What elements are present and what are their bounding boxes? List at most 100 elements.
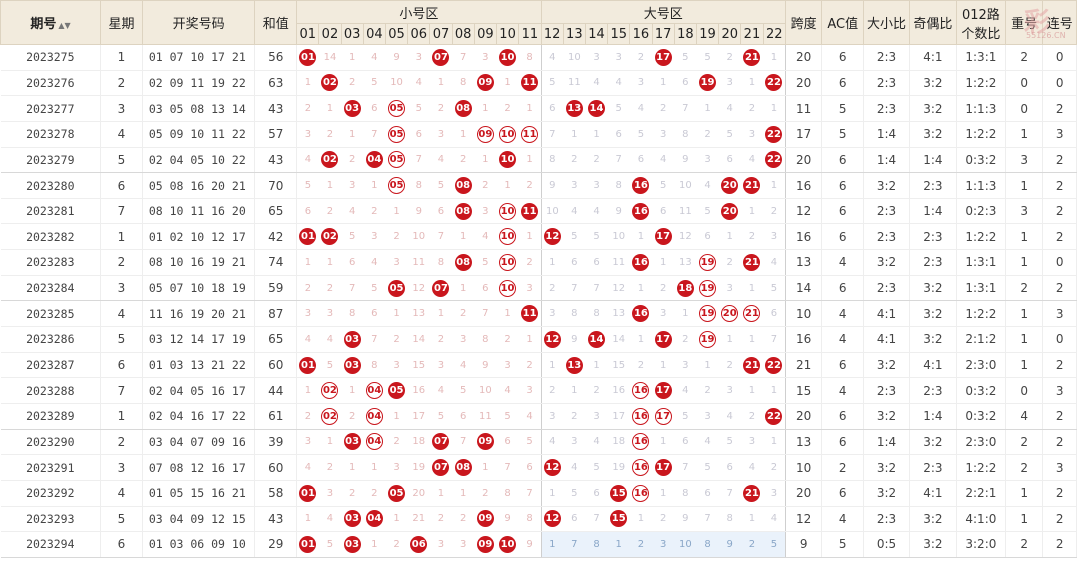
mod3-ratio-cell: 1:2:2 bbox=[956, 300, 1006, 328]
col-header-num-01: 01 bbox=[296, 23, 320, 45]
number-cell-hit: 09 bbox=[474, 121, 497, 148]
drawn-ball: 21 bbox=[743, 177, 761, 195]
sum-cell: 43 bbox=[254, 147, 298, 174]
repeat-cell: 2 bbox=[1005, 275, 1044, 302]
miss-count-cell: 5 bbox=[674, 44, 697, 71]
period-cell: 2023275 bbox=[0, 44, 102, 71]
number-cell-hit: 03 bbox=[341, 95, 364, 122]
miss-count-cell: 5 bbox=[696, 44, 719, 71]
miss-count-cell: 19 bbox=[407, 454, 430, 481]
miss-count-cell: 1 bbox=[652, 480, 675, 507]
drawn-ball: 19 bbox=[699, 305, 717, 323]
number-cell-hit: 02 bbox=[318, 70, 342, 97]
drawn-ball: 16 bbox=[632, 202, 650, 220]
number-cell-hit: 19 bbox=[696, 275, 719, 302]
miss-count-cell: 2 bbox=[452, 300, 475, 328]
col-header-num-11: 11 bbox=[518, 23, 542, 45]
ac-cell: 6 bbox=[821, 275, 865, 302]
miss-count-cell: 7 bbox=[474, 300, 497, 328]
drawn-ball: 01 bbox=[299, 228, 317, 246]
number-cell-hit: 16 bbox=[629, 454, 653, 481]
miss-count-cell: 2 bbox=[540, 275, 564, 302]
col-header-period[interactable]: 期号 ▲▼ bbox=[0, 0, 102, 45]
miss-count-cell: 4 bbox=[296, 454, 319, 481]
drawn-ball: 05 bbox=[388, 125, 406, 143]
sort-icon[interactable]: ▲▼ bbox=[58, 21, 71, 30]
drawn-ball: 19 bbox=[699, 330, 717, 348]
number-cell-hit: 11 bbox=[518, 300, 542, 328]
miss-count-cell: 7 bbox=[563, 531, 586, 558]
drawn-ball: 07 bbox=[432, 459, 450, 477]
drawn-ball: 05 bbox=[388, 382, 406, 400]
consecutive-cell: 2 bbox=[1042, 95, 1077, 122]
number-cell-hit: 16 bbox=[629, 198, 653, 225]
number-cell-hit: 08 bbox=[452, 454, 475, 481]
miss-count-cell: 18 bbox=[607, 429, 630, 456]
repeat-cell: 2 bbox=[1005, 531, 1044, 558]
number-cell-hit: 07 bbox=[429, 429, 453, 456]
miss-count-cell: 19 bbox=[607, 454, 630, 481]
draw-numbers-cell: 03 12 14 17 19 bbox=[142, 326, 256, 353]
drawn-ball: 05 bbox=[388, 151, 406, 169]
parity-ratio-cell: 1:4 bbox=[909, 403, 957, 430]
miss-count-cell: 7 bbox=[674, 454, 697, 481]
parity-ratio-cell: 3:2 bbox=[909, 95, 957, 122]
miss-count-cell: 1 bbox=[696, 352, 719, 379]
miss-count-cell: 2 bbox=[629, 531, 653, 558]
miss-count-cell: 6 bbox=[718, 147, 741, 174]
miss-count-cell: 7 bbox=[452, 429, 475, 456]
miss-count-cell: 15 bbox=[407, 352, 430, 379]
weekday-cell: 6 bbox=[100, 172, 143, 199]
miss-count-cell: 1 bbox=[385, 506, 408, 533]
repeat-cell: 1 bbox=[1005, 172, 1044, 199]
miss-count-cell: 1 bbox=[363, 454, 386, 481]
col-header-numbers: 开奖号码 bbox=[141, 0, 256, 45]
miss-count-cell: 6 bbox=[363, 95, 386, 122]
miss-count-cell: 4 bbox=[518, 403, 542, 430]
table-row: 2023277 3 03 05 08 13 14 43 2 1 03 6 05 5 2 08 1 2 1 6 1… bbox=[0, 95, 1077, 122]
drawn-ball: 21 bbox=[743, 305, 761, 323]
number-cell-hit: 17 bbox=[652, 377, 675, 404]
drawn-ball: 05 bbox=[388, 100, 406, 118]
number-cell-hit: 12 bbox=[540, 223, 564, 251]
mod3-ratio-cell: 1:3:1 bbox=[956, 44, 1006, 71]
miss-count-cell: 1 bbox=[474, 95, 497, 122]
miss-count-cell: 3 bbox=[718, 70, 741, 97]
miss-count-cell: 2 bbox=[385, 326, 408, 353]
col-header-num-22: 22 bbox=[762, 23, 786, 45]
miss-count-cell: 8 bbox=[341, 300, 364, 328]
ac-cell: 6 bbox=[821, 403, 865, 430]
drawn-ball: 16 bbox=[632, 177, 650, 195]
sum-cell: 60 bbox=[254, 454, 298, 481]
drawn-ball: 16 bbox=[632, 407, 650, 425]
ac-cell: 6 bbox=[821, 172, 865, 199]
miss-count-cell: 2 bbox=[518, 249, 542, 276]
table-row: 2023283 2 08 10 16 19 21 74 1 1 6 4 3 11 8 08 5 10 2 1 6… bbox=[0, 249, 1077, 276]
drawn-ball: 22 bbox=[765, 407, 783, 425]
parity-ratio-cell: 1:4 bbox=[909, 198, 957, 225]
col-header-num-21: 21 bbox=[740, 23, 764, 45]
period-cell: 2023286 bbox=[0, 326, 102, 353]
miss-count-cell: 2 bbox=[474, 172, 497, 199]
miss-count-cell: 11 bbox=[474, 403, 497, 430]
sum-cell: 58 bbox=[254, 480, 298, 507]
miss-count-cell: 2 bbox=[652, 275, 675, 302]
drawn-ball: 04 bbox=[365, 151, 383, 169]
miss-count-cell: 1 bbox=[652, 249, 675, 276]
drawn-ball: 16 bbox=[632, 305, 650, 323]
miss-count-cell: 3 bbox=[607, 44, 630, 71]
miss-count-cell: 1 bbox=[518, 147, 542, 174]
miss-count-cell: 4 bbox=[429, 377, 453, 404]
miss-count-cell: 10 bbox=[540, 198, 564, 225]
miss-count-cell: 7 bbox=[363, 326, 386, 353]
miss-count-cell: 3 bbox=[585, 44, 608, 71]
drawn-ball: 02 bbox=[321, 151, 339, 169]
miss-count-cell: 2 bbox=[429, 95, 453, 122]
miss-count-cell: 2 bbox=[318, 198, 342, 225]
miss-count-cell: 6 bbox=[563, 249, 586, 276]
miss-count-cell: 9 bbox=[496, 506, 519, 533]
col-header-mod3: 012路 个数比 bbox=[955, 0, 1006, 45]
drawn-ball: 10 bbox=[499, 279, 517, 297]
miss-count-cell: 2 bbox=[385, 531, 408, 558]
miss-count-cell: 1 bbox=[629, 275, 653, 302]
